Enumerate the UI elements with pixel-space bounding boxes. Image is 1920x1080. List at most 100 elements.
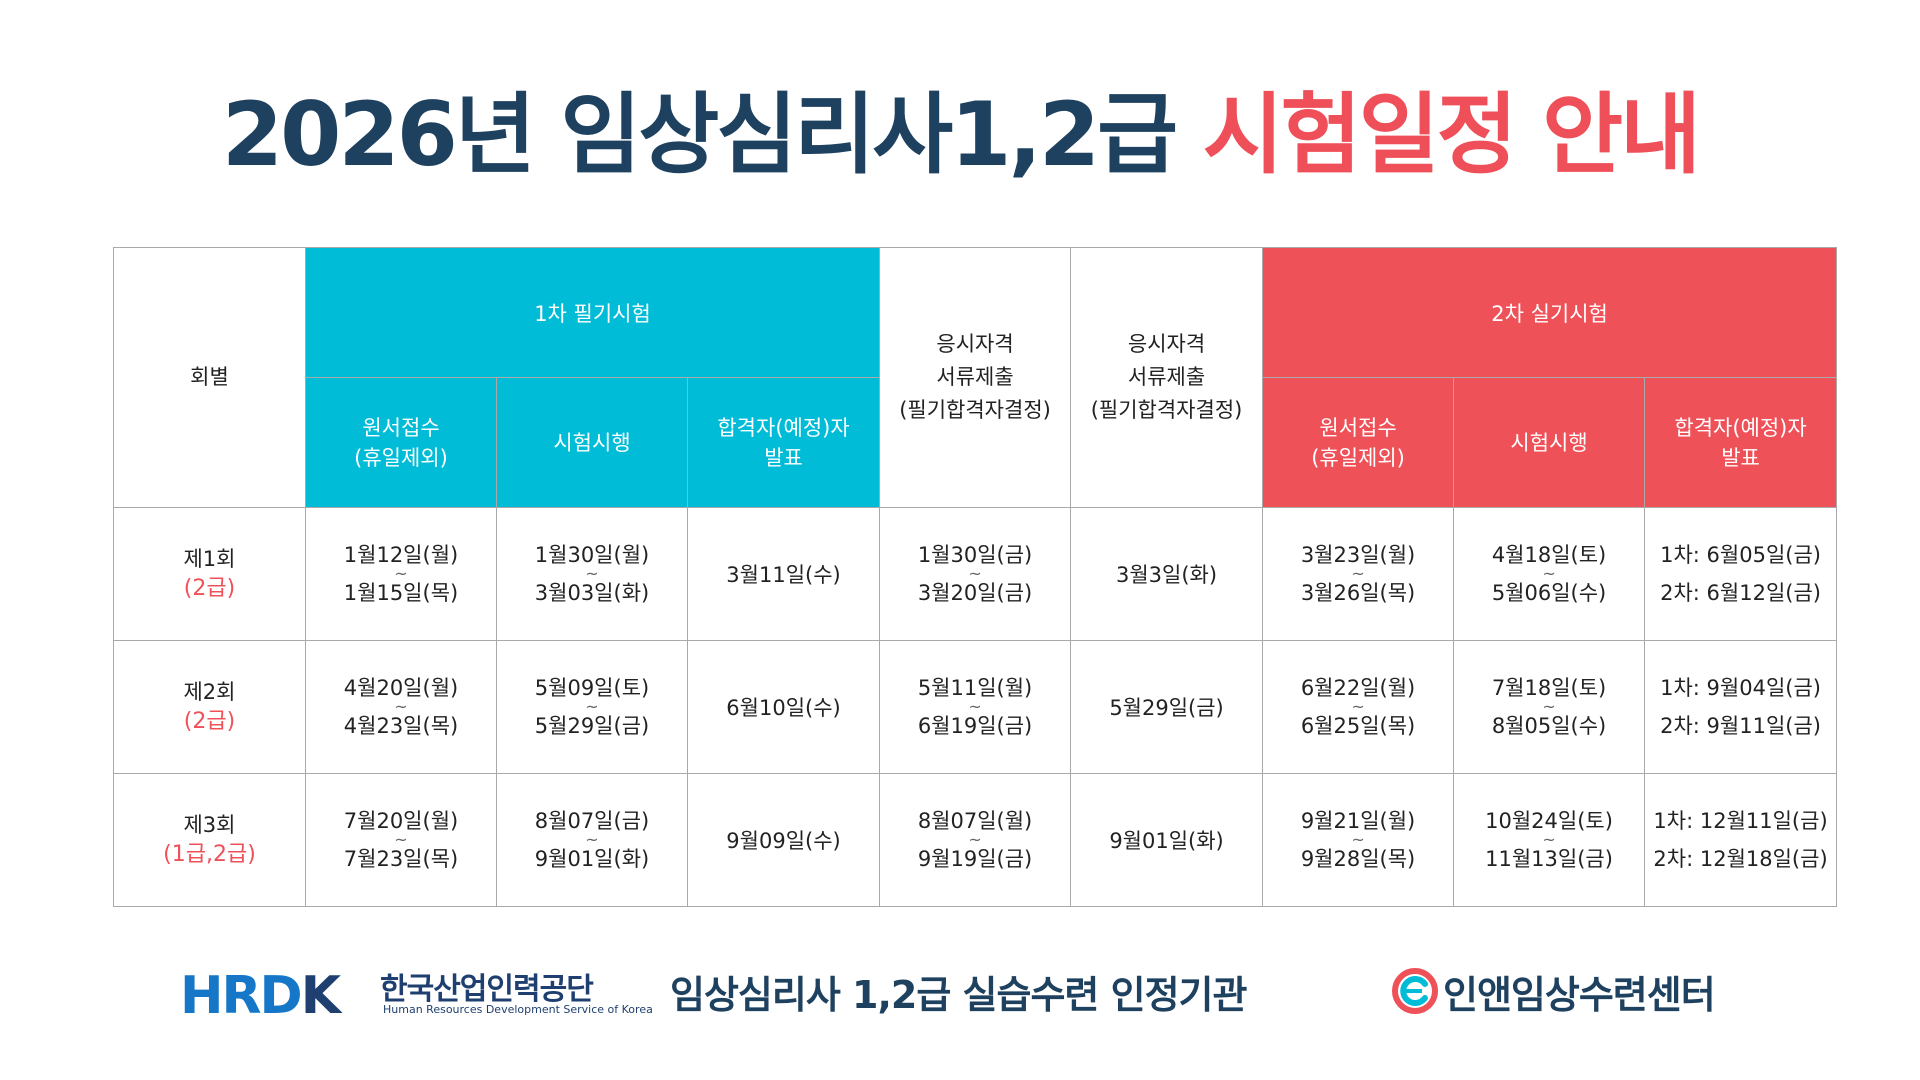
practical-announce-cell: 1차: 9월04일(금) 2차: 9월11일(금) <box>1644 640 1838 774</box>
announce-label: 합격자(예정)자 <box>1674 415 1807 440</box>
practical-announce-header: 합격자(예정)자 발표 <box>1644 377 1838 508</box>
date-end: 3월26일(목) <box>1300 581 1416 605</box>
written-announce-cell: 9월09일(수) <box>686 773 881 907</box>
announce-first: 1차: 9월04일(금) <box>1660 676 1821 700</box>
announce-second: 2차: 9월11일(금) <box>1660 714 1821 738</box>
date-end: 6월25일(목) <box>1300 714 1416 738</box>
announce-second: 2차: 6월12일(금) <box>1660 581 1821 605</box>
date-start: 4월20일(월) <box>343 676 459 700</box>
footer: HRDK 한국산업인력공단 Human Resources Developmen… <box>0 958 1920 1028</box>
written-exam-cell: 5월09일(토) ~ 5월29일(금) <box>496 640 688 774</box>
date-end: 6월19일(금) <box>917 714 1033 738</box>
round-label: 제3회 <box>183 813 236 837</box>
date-start: 1월30일(금) <box>917 543 1033 567</box>
page-title: 2026년 임상심리사1,2급 시험일정 안내 <box>0 70 1920 200</box>
date-end: 1월15일(목) <box>343 581 459 605</box>
table-row: 제3회 (1급,2급) 7월20일(월) ~ 7월23일(목) 8월07일(금)… <box>113 773 1838 907</box>
round-label: 제2회 <box>183 680 236 704</box>
date-start: 8월07일(금) <box>534 809 650 833</box>
range-tilde: ~ <box>585 830 599 849</box>
doc1-cell: 1월30일(금) ~ 3월20일(금) <box>879 507 1072 641</box>
doc1-cell: 5월11일(월) ~ 6월19일(금) <box>879 640 1072 774</box>
written-apply-header: 원서접수 (휴일제외) <box>305 377 497 508</box>
practical-exam-cell: 7월18일(토) ~ 8월05일(수) <box>1453 640 1646 774</box>
table-row: 제2회 (2급) 4월20일(월) ~ 4월23일(목) 5월09일(토) ~ … <box>113 640 1838 774</box>
practical-exam-cell: 4월18일(토) ~ 5월06일(수) <box>1453 507 1646 641</box>
announce-first: 1차: 12월11일(금) <box>1653 809 1828 833</box>
doc1-line-2: 서류제출 <box>936 365 1014 389</box>
written-apply-cell: 1월12일(월) ~ 1월15일(목) <box>305 507 497 641</box>
apply-label: 원서접수 <box>362 415 440 440</box>
range-tilde: ~ <box>1542 830 1556 849</box>
date-start: 6월22일(월) <box>1300 676 1416 700</box>
round-label: 제1회 <box>183 547 236 571</box>
doc1-line-1: 응시자격 <box>936 332 1014 356</box>
doc2-line-2: 서류제출 <box>1127 365 1206 389</box>
date-start: 1월30일(월) <box>534 543 650 567</box>
center-logo-icon <box>1392 968 1438 1014</box>
title-accent: 시험일정 안내 <box>1202 83 1701 186</box>
written-announce-cell: 6월10일(수) <box>686 640 881 774</box>
certification-text: 임상심리사 1,2급 실습수련 인정기관 <box>670 973 1247 1017</box>
hrdk-logo: HRDK <box>180 966 341 1026</box>
date-end: 11월13일(금) <box>1485 847 1613 871</box>
date-start: 5월11일(월) <box>917 676 1033 700</box>
date-start: 3월23일(월) <box>1300 543 1416 567</box>
range-tilde: ~ <box>585 697 599 716</box>
announce-label-2: 발표 <box>764 445 803 470</box>
practical-apply-cell: 3월23일(월) ~ 3월26일(목) <box>1262 507 1455 641</box>
doc2-line-3: (필기합격자결정) <box>1090 398 1243 422</box>
range-tilde: ~ <box>1351 697 1365 716</box>
date-start: 10월24일(토) <box>1485 809 1613 833</box>
announce-first: 1차: 6월05일(금) <box>1660 543 1821 567</box>
table-row: 제1회 (2급) 1월12일(월) ~ 1월15일(목) 1월30일(월) ~ … <box>113 507 1838 641</box>
doc1-cell: 8월07일(월) ~ 9월19일(금) <box>879 773 1072 907</box>
apply-note: (휴일제외) <box>354 445 448 470</box>
apply-note: (휴일제외) <box>1311 445 1405 470</box>
range-tilde: ~ <box>1351 564 1365 583</box>
practical-announce-cell: 1차: 12월11일(금) 2차: 12월18일(금) <box>1644 773 1838 907</box>
doc-submission-header-1: 응시자격 서류제출 (필기합격자결정) <box>879 247 1072 508</box>
date-end: 9월28일(목) <box>1300 847 1416 871</box>
date-end: 3월03일(화) <box>534 581 650 605</box>
range-tilde: ~ <box>1542 564 1556 583</box>
grade-label: (1급,2급) <box>163 842 256 867</box>
center-name: 인앤임상수련센터 <box>1443 973 1716 1017</box>
doc2-cell: 3월3일(화) <box>1070 507 1264 641</box>
range-tilde: ~ <box>968 697 982 716</box>
date-start: 5월09일(토) <box>534 676 650 700</box>
range-tilde: ~ <box>585 564 599 583</box>
practical-apply-cell: 6월22일(월) ~ 6월25일(목) <box>1262 640 1455 774</box>
doc2-line-1: 응시자격 <box>1127 332 1206 356</box>
practical-exam-header: 2차 실기시험 <box>1262 247 1838 378</box>
round-cell: 제2회 (2급) <box>113 640 306 774</box>
grade-label: (2급) <box>183 576 236 601</box>
doc2-cell: 9월01일(화) <box>1070 773 1264 907</box>
exam-schedule-table: 회별 1차 필기시험 응시자격 서류제출 (필기합격자결정) 응시자격 서류제출… <box>113 247 1838 907</box>
hrdk-logo-letters: HRD <box>180 966 303 1026</box>
written-apply-cell: 4월20일(월) ~ 4월23일(목) <box>305 640 497 774</box>
date-start: 7월20일(월) <box>343 809 459 833</box>
hrdk-name-english: Human Resources Development Service of K… <box>383 1003 653 1016</box>
range-tilde: ~ <box>394 564 408 583</box>
date-end: 7월23일(목) <box>343 847 459 871</box>
written-exam-cell: 8월07일(금) ~ 9월01일(화) <box>496 773 688 907</box>
date-start: 4월18일(토) <box>1491 543 1607 567</box>
practical-exam-cell: 10월24일(토) ~ 11월13일(금) <box>1453 773 1646 907</box>
written-exam-date-header: 시험시행 <box>496 377 688 508</box>
announce-second: 2차: 12월18일(금) <box>1653 847 1828 871</box>
doc1-line-3: (필기합격자결정) <box>899 398 1051 422</box>
round-cell: 제1회 (2급) <box>113 507 306 641</box>
practical-exam-date-header: 시험시행 <box>1453 377 1646 508</box>
title-main: 2026년 임상심리사1,2급 <box>221 83 1178 186</box>
date-start: 8월07일(월) <box>917 809 1033 833</box>
apply-label: 원서접수 <box>1319 415 1397 440</box>
range-tilde: ~ <box>1542 697 1556 716</box>
announce-label-2: 발표 <box>1721 445 1760 470</box>
date-start: 1월12일(월) <box>343 543 459 567</box>
written-announce-cell: 3월11일(수) <box>686 507 881 641</box>
date-end: 9월01일(화) <box>534 847 650 871</box>
hrdk-logo-k: K <box>300 966 341 1026</box>
date-end: 5월06일(수) <box>1491 581 1607 605</box>
written-exam-cell: 1월30일(월) ~ 3월03일(화) <box>496 507 688 641</box>
